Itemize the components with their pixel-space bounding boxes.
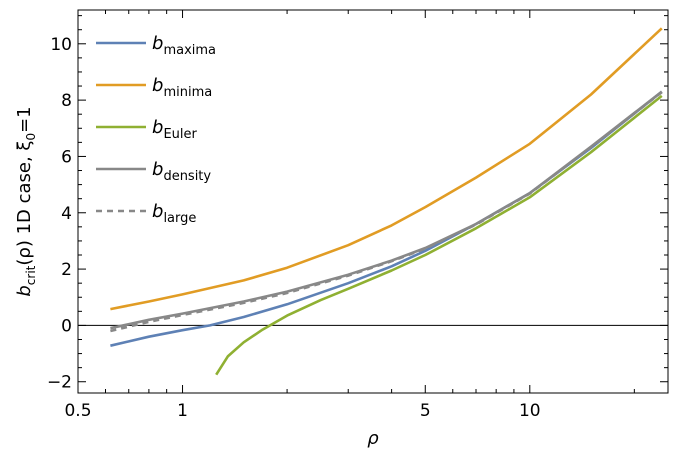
x-tick-label: 1 [177,401,188,421]
legend-label-euler: bEuler [152,117,198,142]
ticks-layer: 0.5 1 5 10 −2 0 2 4 6 8 10 [47,10,668,421]
y-tick-label: 10 [50,35,72,55]
legend-label-large: blarge [152,201,196,226]
x-tick-label: 5 [420,401,431,421]
legend-label-minima: bminima [152,75,212,100]
y-tick-label: 8 [61,91,72,111]
y-tick-label: 0 [61,316,72,336]
series-layer [110,27,663,376]
x-axis-label: ρ [367,428,379,449]
series-line-minima [110,27,663,311]
y-tick-label: 4 [61,204,72,224]
legend: bmaxima bminima bEuler bdensity blarge [96,33,216,226]
series-line-euler [215,94,663,376]
legend-label-maxima: bmaxima [152,33,216,58]
x-tick-label: 0.5 [64,401,91,421]
x-tick-label: 10 [519,401,541,421]
legend-label-density: bdensity [152,159,211,184]
y-tick-label: −2 [47,373,72,393]
y-axis-label: bcrit(ρ) 1D case, ξ0=1 [14,106,38,296]
y-tick-label: 6 [61,147,72,167]
series-line-large [110,91,663,333]
y-tick-label: 2 [61,260,72,280]
plot-frame [77,9,669,394]
